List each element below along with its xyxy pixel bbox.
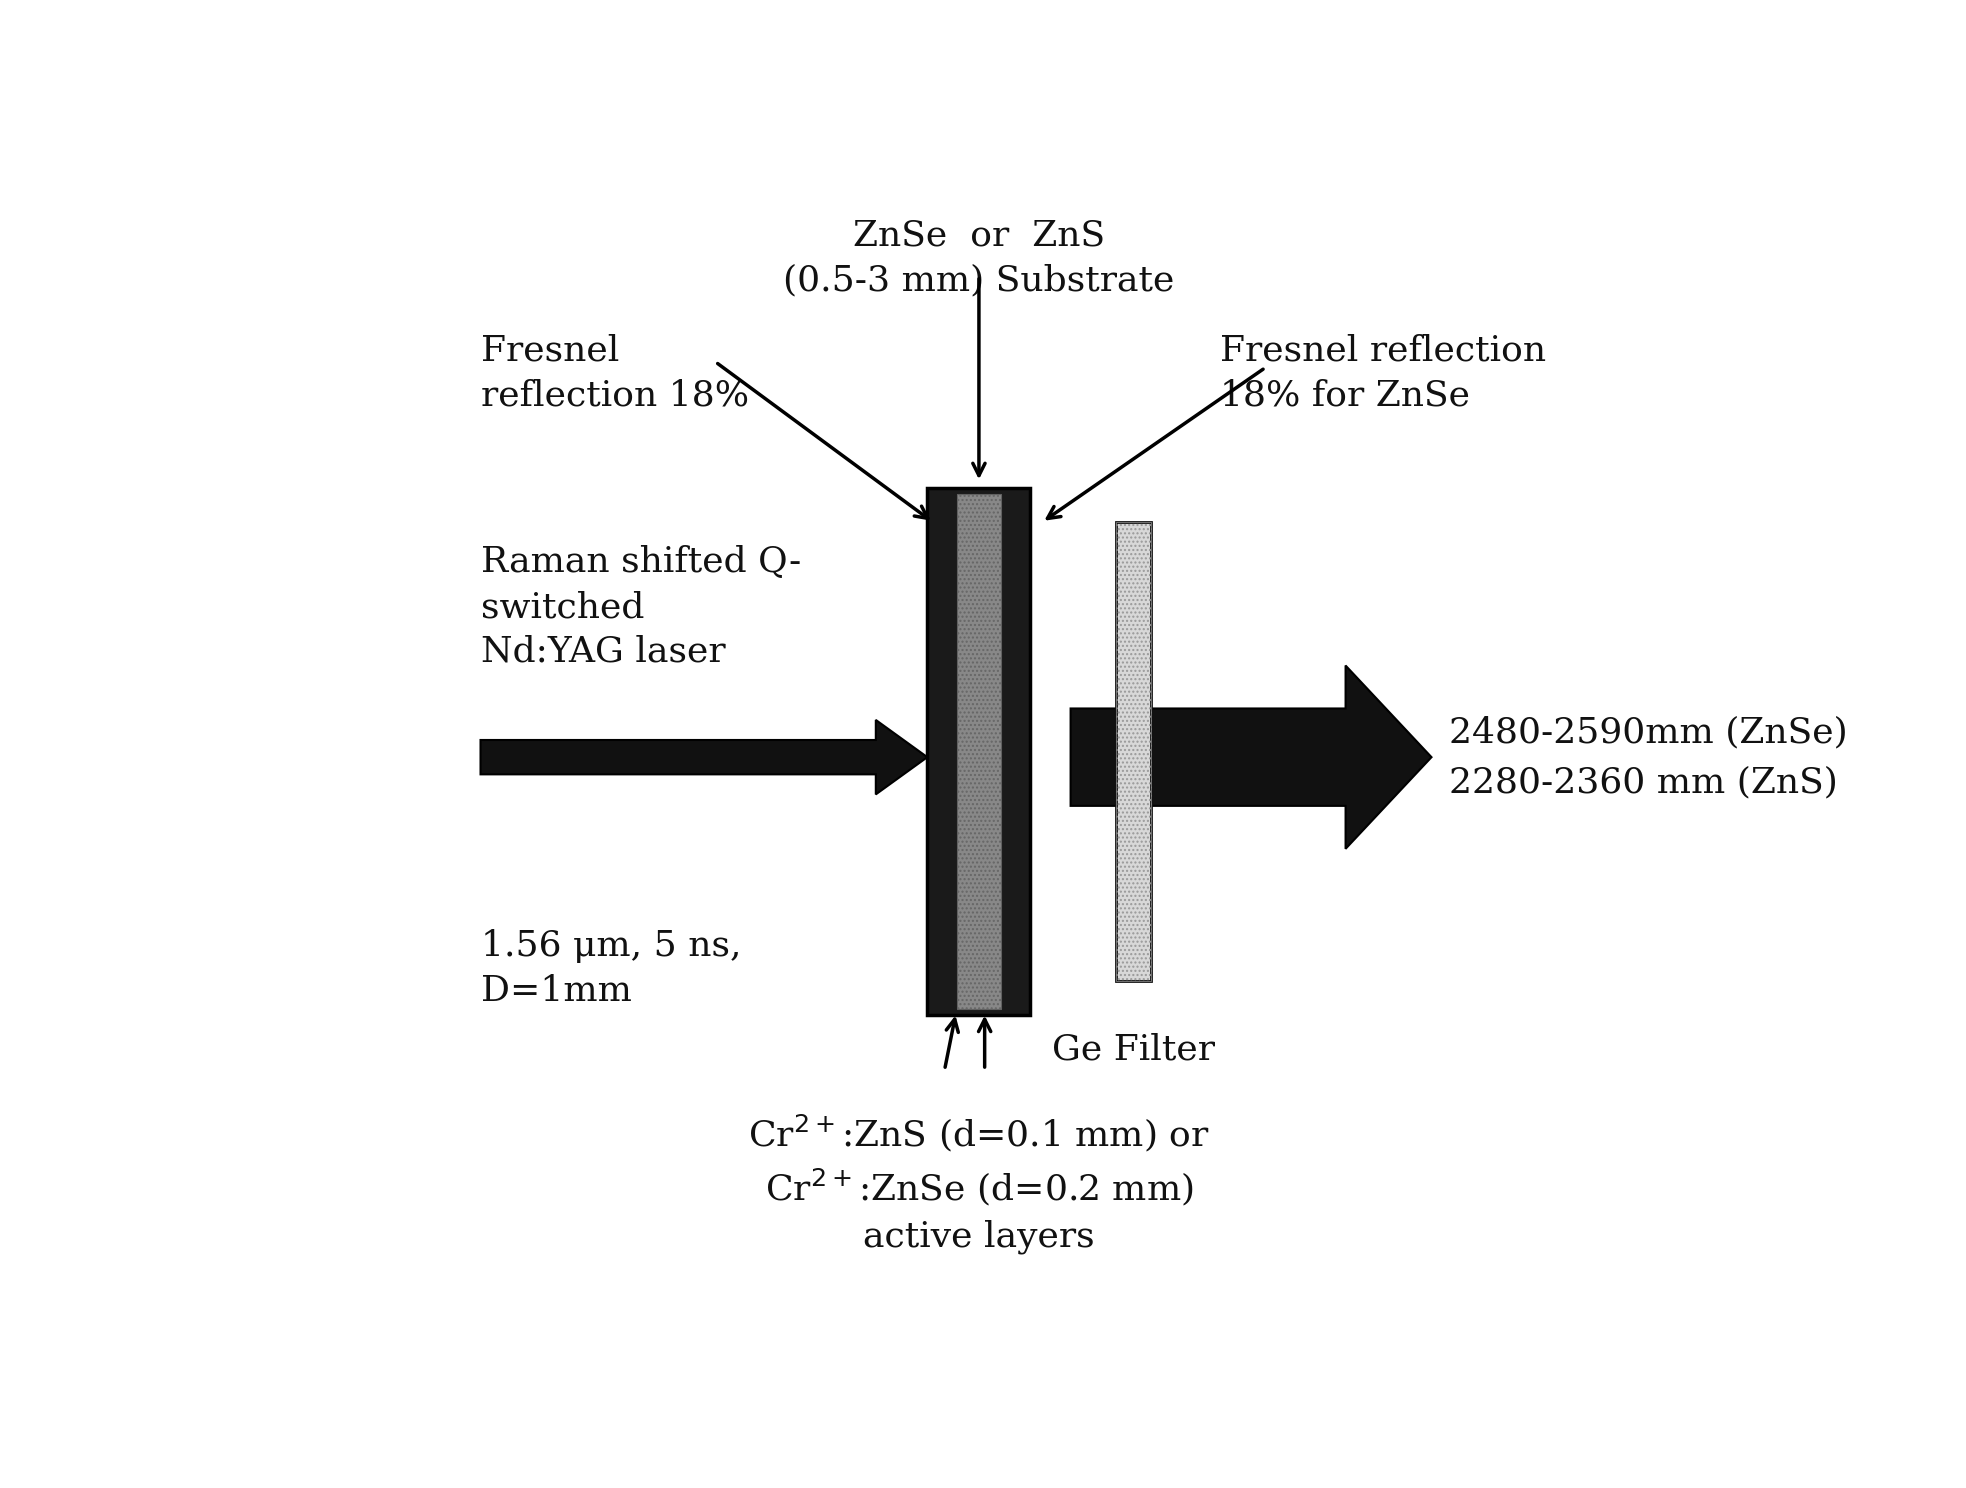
Text: Fresnel reflection
18% for ZnSe: Fresnel reflection 18% for ZnSe	[1219, 333, 1545, 412]
Text: 1.56 μm, 5 ns,
D=1mm: 1.56 μm, 5 ns, D=1mm	[480, 929, 741, 1007]
Text: Ge Filter: Ge Filter	[1052, 1033, 1215, 1065]
Bar	[957, 494, 1001, 1009]
Polygon shape	[1071, 665, 1431, 848]
Bar	[957, 494, 1001, 1009]
Polygon shape	[480, 720, 928, 795]
Text: ZnSe  or  ZnS
(0.5-3 mm) Substrate: ZnSe or ZnS (0.5-3 mm) Substrate	[782, 219, 1174, 298]
Text: Cr$^{2+}$:ZnS (d=0.1 mm) or
Cr$^{2+}$:ZnSe (d=0.2 mm)
active layers: Cr$^{2+}$:ZnS (d=0.1 mm) or Cr$^{2+}$:Zn…	[749, 1113, 1209, 1254]
Text: 2480-2590mm (ZnSe)
2280-2360 mm (ZnS): 2480-2590mm (ZnSe) 2280-2360 mm (ZnS)	[1449, 716, 1848, 799]
Bar	[1117, 522, 1150, 981]
Text: Raman shifted Q-
switched
Nd:YAG laser: Raman shifted Q- switched Nd:YAG laser	[480, 545, 800, 668]
Bar	[928, 488, 1030, 1015]
Bar	[1117, 522, 1150, 981]
Text: Fresnel
reflection 18%: Fresnel reflection 18%	[480, 333, 749, 412]
